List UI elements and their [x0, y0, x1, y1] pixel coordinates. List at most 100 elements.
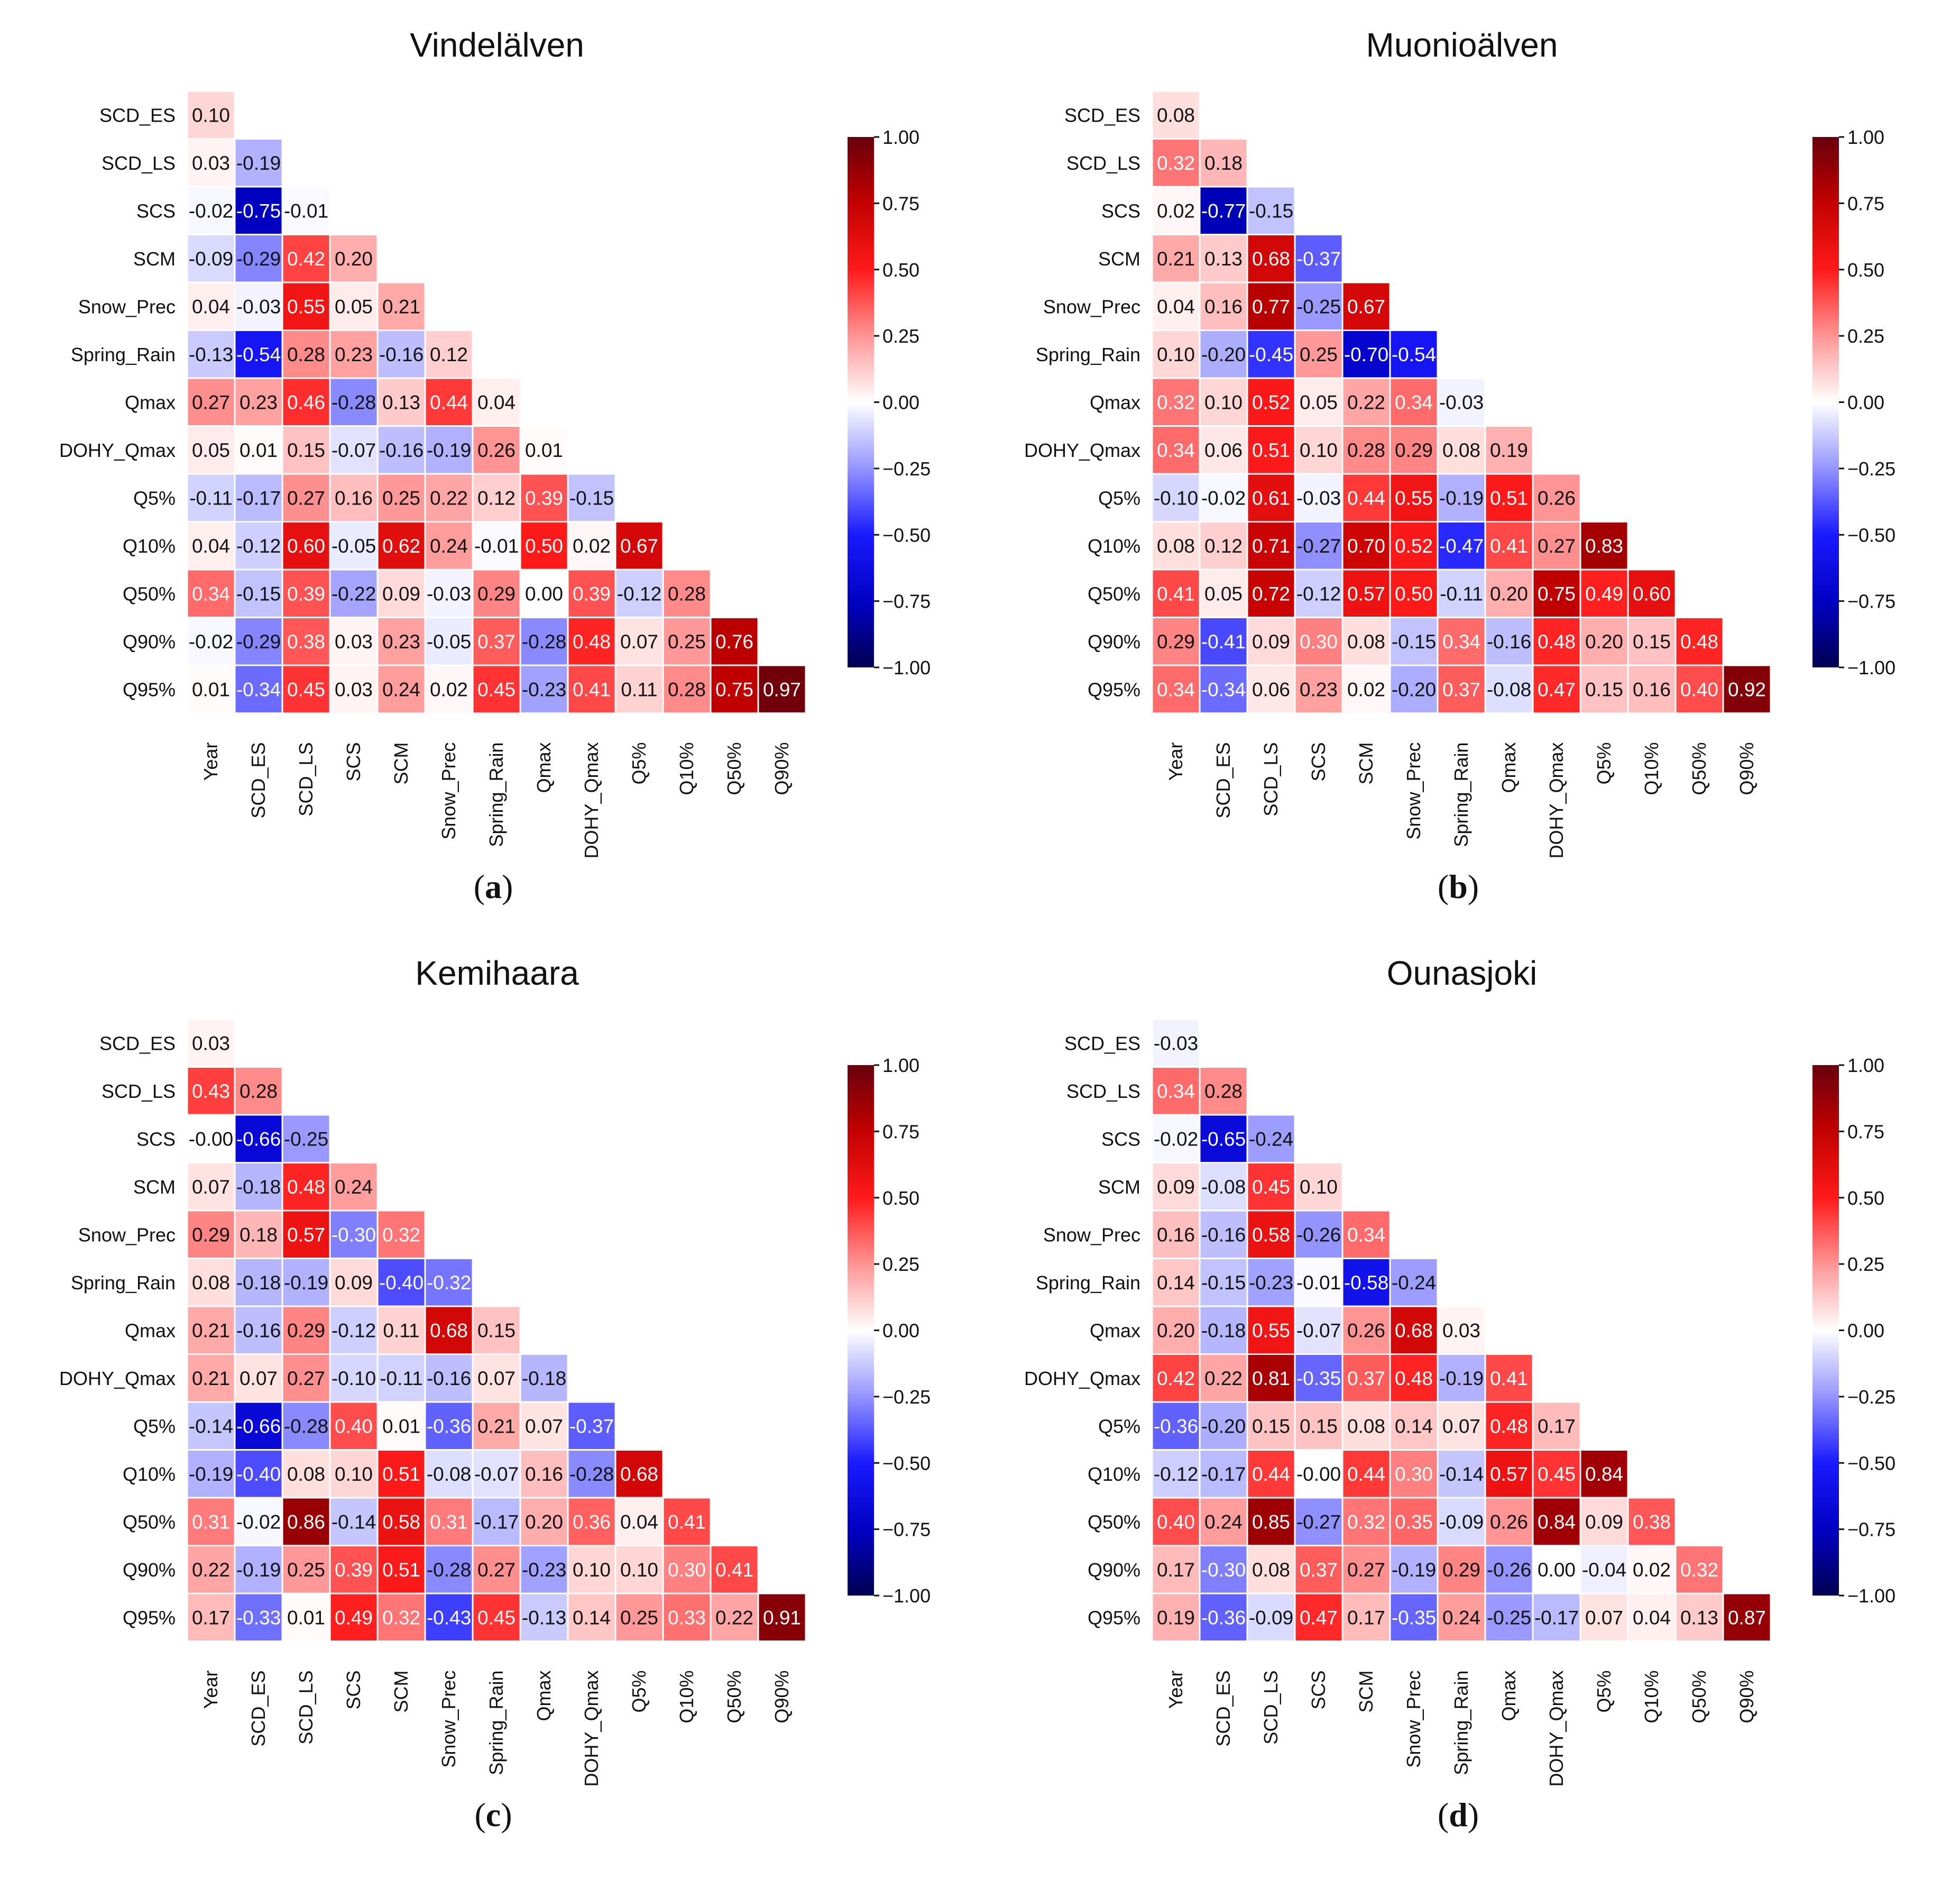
cell-value: 0.26	[477, 439, 516, 461]
cell-value: 0.37	[1300, 1559, 1338, 1581]
cell-value: -0.15	[1392, 631, 1436, 653]
column-label: Year	[1165, 743, 1186, 781]
cell-value: 0.61	[1252, 487, 1290, 509]
cell-value: -0.11	[380, 1368, 423, 1389]
heatmap-cell	[757, 1592, 807, 1642]
cell-value: -0.26	[1487, 1559, 1531, 1581]
cell-value: 0.14	[1395, 1415, 1433, 1437]
heatmap-cell	[662, 617, 712, 666]
row-label: SCS	[136, 1128, 176, 1150]
cell-value: -0.01	[1296, 1272, 1341, 1294]
column-label: Snow_Prec	[1403, 1671, 1424, 1768]
heatmap-cell	[186, 569, 236, 618]
heatmap-cell	[1246, 425, 1296, 475]
cell-value: 0.51	[382, 1559, 420, 1581]
heatmap-cell	[1532, 521, 1581, 571]
cell-value: 0.76	[715, 631, 753, 653]
cell-value: 0.86	[287, 1511, 325, 1533]
cell-value: -0.19	[236, 152, 281, 174]
cell-value: 0.09	[382, 583, 420, 604]
colorbar-tick-label: −0.25	[1847, 458, 1895, 480]
row-label: Q50%	[123, 583, 176, 604]
column-label: SCD_LS	[295, 743, 317, 817]
heatmap-cell	[1294, 473, 1344, 523]
cell-value: 0.34	[1157, 679, 1195, 700]
cell-value: 0.67	[620, 535, 658, 557]
colorbar-tick-label: −1.00	[882, 657, 931, 679]
row-label: SCM	[133, 248, 176, 270]
colorbar-tick-label: −1.00	[882, 1585, 931, 1607]
cell-value: 0.51	[382, 1463, 420, 1485]
heatmap-cell	[1294, 1497, 1344, 1546]
cell-value: 0.01	[287, 1607, 325, 1628]
cell-value: 0.39	[525, 487, 563, 509]
cell-value: 0.29	[1442, 1559, 1480, 1581]
cell-value: 0.41	[1490, 535, 1528, 557]
column-label: Q5%	[628, 1671, 650, 1713]
colorbar-tick-label: −1.00	[1847, 1585, 1895, 1607]
cell-value: 0.07	[1442, 1415, 1480, 1437]
cell-value: -0.27	[1296, 535, 1341, 557]
row-label: Q50%	[1088, 1511, 1140, 1533]
cell-value: 0.15	[1585, 679, 1623, 700]
cell-value: 0.68	[430, 1319, 468, 1341]
heatmap-cell	[1579, 521, 1629, 571]
cell-value: -0.14	[189, 1415, 233, 1437]
colorbar-tick-label: 0.25	[882, 1253, 919, 1275]
row-label: Spring_Rain	[1036, 1272, 1140, 1294]
heatmap-cell	[234, 281, 283, 331]
row-label: Q90%	[1088, 1559, 1140, 1581]
cell-value: 0.34	[1157, 439, 1195, 461]
heatmap-cell	[234, 1592, 283, 1642]
cell-value: -0.37	[569, 1415, 614, 1437]
heatmap-cell	[1627, 617, 1677, 666]
heatmap-cell	[1294, 1162, 1344, 1212]
cell-value: 0.48	[1490, 1415, 1528, 1437]
column-label: Q90%	[1736, 1671, 1757, 1724]
cell-value: -0.00	[1296, 1463, 1341, 1485]
cell-value: -0.02	[189, 631, 233, 653]
cell-value: 0.20	[1585, 631, 1623, 653]
heatmap-cell	[1246, 617, 1296, 666]
cell-value: 0.51	[1490, 487, 1528, 509]
cell-value: 0.39	[287, 583, 325, 604]
cell-value: 0.01	[192, 679, 230, 700]
cell-value: 0.67	[1347, 296, 1385, 317]
cell-value: 0.77	[1252, 296, 1290, 317]
heatmap-cell	[329, 569, 379, 618]
heatmap-cell	[281, 1545, 331, 1594]
heatmap-cell	[1294, 377, 1344, 427]
cell-value: 0.31	[430, 1511, 468, 1533]
heatmap-cell	[1246, 1114, 1296, 1163]
heatmap-cell	[329, 1449, 379, 1499]
heatmap-cell	[1294, 1592, 1344, 1642]
cell-value: 0.46	[287, 391, 325, 413]
column-label: Snow_Prec	[438, 743, 459, 840]
cell-value: -0.15	[1201, 1272, 1246, 1294]
heatmap-cell	[1151, 617, 1201, 666]
cell-value: 0.32	[1680, 1559, 1718, 1581]
heatmap-cell	[1722, 664, 1772, 714]
heatmap-cell	[1294, 234, 1344, 283]
column-label: SCD_LS	[295, 1671, 317, 1745]
heatmap-cell	[1437, 569, 1486, 618]
cell-value: 0.49	[1585, 583, 1623, 604]
heatmap-cell	[1389, 1258, 1439, 1307]
cell-value: 0.72	[1252, 583, 1290, 604]
heatmap-cell	[1294, 1209, 1344, 1259]
heatmap-cell	[186, 521, 236, 571]
cell-value: -0.10	[332, 1368, 376, 1389]
heatmap-cell	[1294, 1258, 1344, 1307]
heatmap-cell	[519, 617, 569, 666]
panel-label: (a)	[474, 868, 513, 905]
cell-value: 0.44	[430, 391, 468, 413]
cell-value: 0.17	[1157, 1559, 1195, 1581]
heatmap-cell	[662, 1545, 712, 1594]
row-label: Q95%	[123, 1607, 176, 1628]
cell-value: 0.03	[335, 679, 373, 700]
cell-value: -0.54	[236, 344, 281, 365]
row-label: Q50%	[1088, 583, 1140, 604]
cell-value: 0.28	[1204, 1080, 1243, 1102]
